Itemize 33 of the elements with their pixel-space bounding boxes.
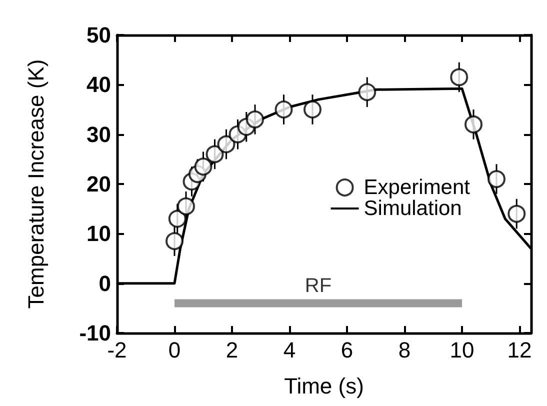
y-tick-label: 30	[86, 122, 111, 147]
y-tick-label: -10	[79, 320, 111, 346]
point	[464, 115, 482, 134]
point	[450, 68, 468, 86]
x-tick-label: 12	[507, 338, 532, 362]
x-tick-label: 10	[450, 338, 474, 362]
point	[217, 135, 236, 154]
y-axis-title: Temperature Increase (K)	[24, 59, 48, 309]
x-tick-label: 8	[398, 338, 411, 362]
x-tick-label: 6	[340, 338, 354, 362]
point	[304, 100, 322, 118]
point	[274, 100, 293, 118]
point	[358, 83, 376, 102]
point	[177, 197, 195, 216]
point	[508, 204, 526, 223]
point	[206, 145, 224, 164]
point	[166, 232, 184, 250]
y-tick-label: 0	[98, 270, 111, 296]
point	[488, 170, 506, 188]
x-tick-label: 0	[168, 338, 181, 362]
point	[194, 158, 212, 176]
y-tick-label: 40	[86, 72, 111, 98]
point	[168, 210, 186, 228]
point	[246, 110, 264, 128]
legend-label: Experiment	[364, 176, 470, 199]
y-tick-label: 10	[86, 221, 111, 246]
x-tick-label: 2	[226, 338, 238, 362]
legend-label: Simulation	[364, 197, 462, 220]
x-tick-label: 4	[283, 338, 296, 362]
x-axis-title: Time (s)	[284, 374, 364, 398]
y-tick-label: 20	[86, 172, 111, 196]
y-tick-label: 50	[86, 22, 111, 48]
annotation: RF	[304, 275, 332, 298]
